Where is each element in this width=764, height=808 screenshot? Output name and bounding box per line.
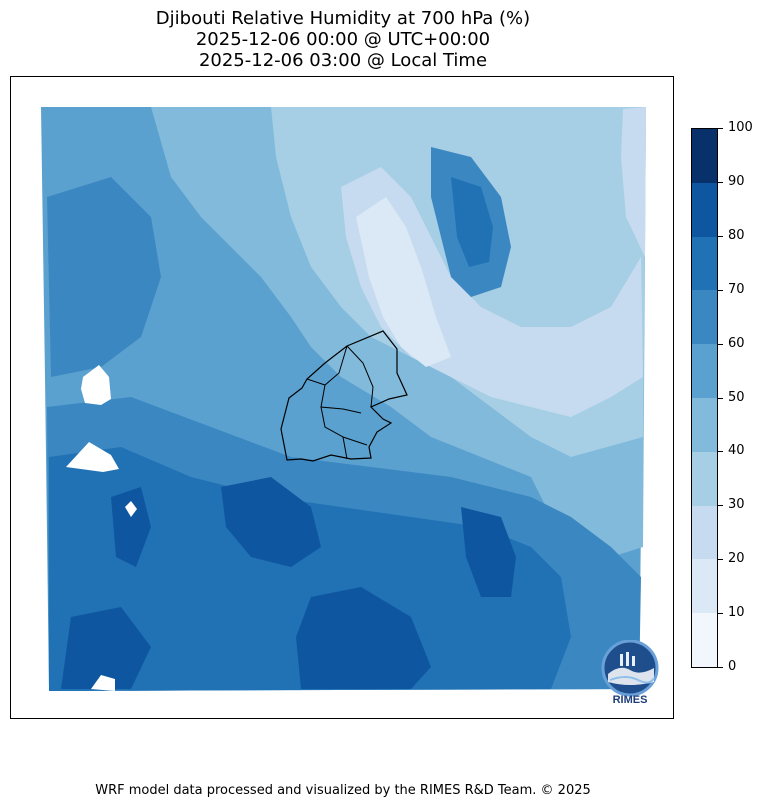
colorbar-segment	[692, 344, 717, 398]
map-frame	[10, 76, 674, 719]
rimes-logo	[601, 640, 659, 697]
colorbar-tick	[718, 667, 723, 668]
title-line-1: Djibouti Relative Humidity at 700 hPa (%…	[155, 8, 531, 29]
colorbar-segment	[692, 182, 717, 237]
colorbar-tick-label: 30	[728, 497, 745, 512]
rh-band-80-90-core-1	[221, 477, 321, 567]
colorbar-tick	[718, 182, 723, 183]
colorbar-tick	[718, 451, 723, 452]
colorbar-tick	[718, 128, 723, 129]
rh-band-70-80-north	[451, 177, 493, 267]
colorbar-tick	[718, 344, 723, 345]
rimes-logo-text: RIMES	[612, 694, 648, 706]
djibouti-region-lines	[306, 345, 374, 460]
colorbar-tick-label: 0	[728, 659, 737, 674]
no-data-patch-4	[91, 675, 115, 691]
humidity-map	[41, 107, 646, 691]
rh-band-60-70-west	[47, 177, 161, 377]
colorbar-tick	[718, 613, 723, 614]
colorbar	[691, 128, 718, 668]
rh-band-80-90-core-5	[61, 607, 151, 689]
colorbar-tick-label: 50	[728, 390, 745, 405]
colorbar-tick-label: 20	[728, 551, 745, 566]
colorbar-tick	[718, 505, 723, 506]
no-data-patch-2	[66, 442, 119, 472]
colorbar-tick	[718, 290, 723, 291]
colorbar-segment	[692, 505, 717, 560]
rh-band-20-30-east	[621, 107, 646, 257]
colorbar-segment	[692, 236, 717, 291]
no-data-patch-1	[81, 365, 111, 405]
rh-band-80-90-core-3	[461, 507, 516, 597]
map-title: Djibouti Relative Humidity at 700 hPa (%…	[0, 8, 686, 71]
colorbar-segment	[692, 397, 717, 452]
title-line-3: 2025-12-06 03:00 @ Local Time	[198, 50, 488, 71]
rh-band-80-90-core-2	[296, 587, 431, 689]
colorbar-tick-label: 70	[728, 282, 745, 297]
title-line-2: 2025-12-06 00:00 @ UTC+00:00	[195, 29, 491, 50]
footer-credit: WRF model data processed and visualized …	[95, 783, 591, 798]
colorbar-segment	[692, 451, 717, 506]
rh-band-80-90-core-4	[111, 487, 151, 567]
colorbar-tick-label: 60	[728, 336, 745, 351]
colorbar-tick-label: 10	[728, 605, 745, 620]
colorbar-segment	[692, 128, 717, 183]
colorbar-tick	[718, 236, 723, 237]
colorbar-tick-label: 40	[728, 443, 745, 458]
colorbar-tick	[718, 398, 723, 399]
colorbar-tick	[718, 559, 723, 560]
no-data-patch-3	[125, 501, 137, 517]
colorbar-segment	[692, 290, 717, 345]
colorbar-segment	[692, 559, 717, 614]
colorbar-tick-label: 80	[728, 228, 745, 243]
colorbar-segment	[692, 613, 717, 667]
colorbar-tick-label: 100	[728, 120, 753, 135]
djibouti-border	[280, 330, 408, 462]
rh-band-70-80-south	[49, 447, 571, 691]
rh-band-10-20	[356, 197, 451, 367]
colorbar-tick-label: 90	[728, 174, 745, 189]
